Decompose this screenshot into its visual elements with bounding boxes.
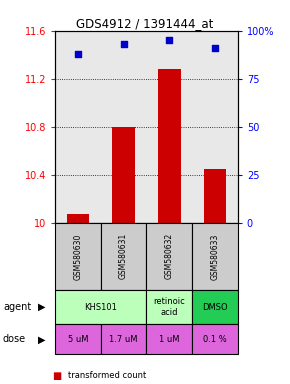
Text: 5 uM: 5 uM (68, 335, 88, 344)
Text: GSM580632: GSM580632 (165, 233, 174, 280)
Bar (112, 127, 135, 223)
Text: 0.1 %: 0.1 % (203, 335, 227, 344)
Text: GSM580631: GSM580631 (119, 233, 128, 280)
Text: agent: agent (3, 302, 31, 312)
Text: 1.7 uM: 1.7 uM (109, 335, 138, 344)
Point (167, 37, 172, 43)
Text: transformed count: transformed count (68, 371, 146, 380)
Text: GSM580633: GSM580633 (211, 233, 220, 280)
Text: DMSO: DMSO (202, 303, 228, 312)
Text: 1 uM: 1 uM (159, 335, 180, 344)
Point (76, 51, 80, 57)
Text: GSM580630: GSM580630 (73, 233, 82, 280)
Text: KHS101: KHS101 (84, 303, 117, 312)
Text: ▶: ▶ (38, 302, 46, 312)
Text: GDS4912 / 1391444_at: GDS4912 / 1391444_at (76, 17, 214, 30)
Point (213, 45, 217, 51)
Text: ■: ■ (52, 371, 61, 381)
Bar (204, 169, 226, 223)
Text: retinoic
acid: retinoic acid (153, 298, 185, 317)
Point (121, 41, 126, 47)
Bar (158, 69, 181, 223)
Text: ▶: ▶ (38, 334, 46, 344)
Bar (66, 214, 89, 223)
Text: dose: dose (3, 334, 26, 344)
